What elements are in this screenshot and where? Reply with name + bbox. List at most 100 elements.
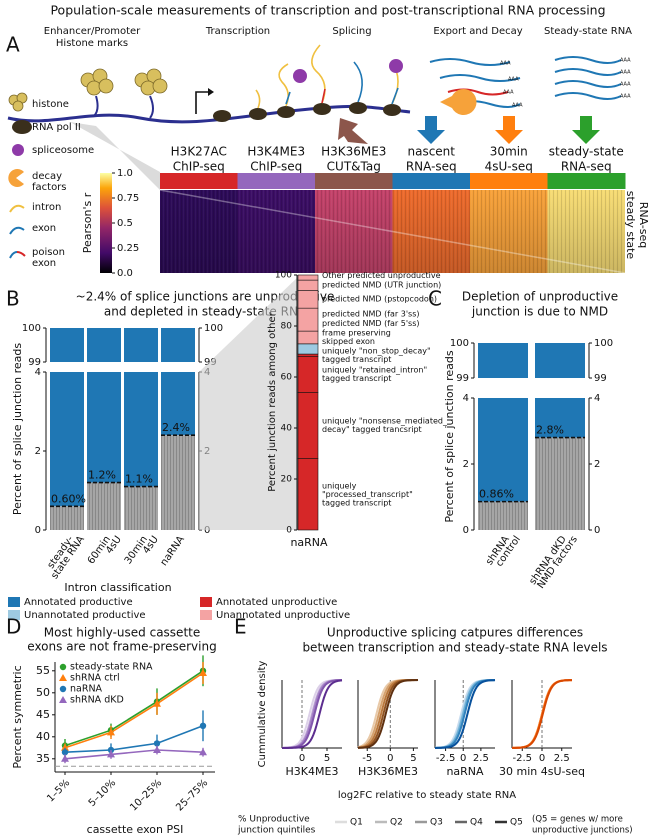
y-axis-label: Percent of splice junction reads (11, 343, 24, 516)
assay-label: steady-state (549, 145, 624, 159)
legend-swatch (8, 610, 20, 620)
segment-label: predicted NMD (pstopcodon) (322, 295, 437, 304)
spliceosome (389, 59, 403, 73)
legend-label: exon (32, 258, 56, 269)
bar-upper (478, 343, 528, 378)
value-label: 2.8% (536, 424, 564, 437)
bar-productive (161, 372, 195, 436)
panel-title: between transcription and steady-state R… (302, 641, 607, 655)
y-tick-label: 50 (36, 686, 50, 699)
assay-strip (547, 173, 626, 189)
assay-strip (315, 173, 393, 189)
y-tick-label: 99 (456, 373, 469, 384)
mrna-decay (429, 56, 622, 108)
panel-letter: D (6, 615, 21, 639)
x-tick-label: 2.5 (473, 753, 489, 764)
colorbar-label: Pearson's r (81, 192, 94, 253)
x-axis-label: log2FC relative to steady state RNA (338, 790, 516, 801)
y-tick-label: 55 (36, 664, 50, 677)
legend-note: (Q5 = genes w/ more (532, 815, 623, 825)
marker (199, 669, 207, 676)
side-label: RNA-seq (637, 202, 650, 249)
legend-marker (59, 685, 67, 693)
cdf-curve (357, 679, 418, 749)
marker (61, 749, 69, 756)
assay-strip (392, 173, 471, 189)
panel-title: exons are not frame-preserving (27, 640, 216, 654)
legend-label: poison (32, 247, 65, 258)
x-tick-label: 25–75% (174, 777, 210, 813)
x-tick-label: -2.5 (436, 753, 456, 764)
bar-unproductive (478, 501, 528, 530)
segment-label: tagged transcript (322, 374, 391, 383)
y-tick-label: 0 (35, 525, 41, 536)
legend-swatch (200, 610, 212, 620)
polya-tail: AAA (620, 82, 631, 88)
legend-swatch (200, 597, 212, 607)
x-tick-label: -2.5 (513, 753, 533, 764)
assay-label: 30min (490, 145, 528, 159)
stack-segment (297, 279, 319, 291)
segment-label: decay" tagged trancsript (322, 425, 422, 434)
panel-letter: C (428, 287, 442, 311)
segment-label: tagged transcript (322, 355, 391, 364)
panel-title: ~2.4% of splice junctions are unproducti… (76, 290, 335, 304)
segment-label: uniquely "non_stop_decay" (322, 347, 431, 356)
series-line (64, 725, 204, 753)
segment-label: uniquely "retained_intron" (322, 366, 427, 375)
plot-label: H3K36ME3 (358, 765, 418, 778)
cdf-curve (435, 679, 496, 749)
stack-segment (297, 330, 319, 345)
x-tick-label: -5 (362, 753, 372, 764)
legend-label: decay (32, 171, 62, 182)
stack-segment (297, 289, 319, 309)
polya-tail: AAA (620, 94, 631, 100)
legend-label: exon (32, 223, 56, 234)
bar-productive (535, 398, 585, 438)
y-tick-label: 40 (36, 730, 50, 743)
assay-label: H3K36ME3 (321, 145, 386, 159)
promoter-arrow (195, 91, 210, 114)
segment-label: skipped exon (322, 337, 375, 346)
segment-label: predicted NMD (far 5'ss) (322, 319, 420, 328)
legend-label: Annotated productive (24, 597, 133, 608)
transcripts (255, 44, 399, 109)
bar-productive (478, 398, 528, 502)
y-tick-label: 99 (28, 357, 41, 368)
y-tick-label: 100 (204, 323, 223, 334)
marker (107, 750, 115, 758)
arrowhead (208, 88, 214, 96)
bar-productive (87, 372, 121, 483)
arrow (338, 118, 368, 144)
spliceosome-icon (12, 144, 24, 156)
pol-ii (12, 102, 401, 134)
panel-title: and depleted in steady-state RNA (104, 305, 307, 319)
legend-marker (59, 663, 67, 671)
y-tick-label: 4 (463, 393, 469, 404)
legend-title: junction quintiles (237, 826, 316, 836)
arrow (572, 116, 600, 144)
y-axis-label: Percent junction reads among other (267, 311, 278, 491)
legend-label: RNA pol II (32, 122, 81, 133)
panel-title: Unproductive splicing catpures differenc… (327, 626, 583, 640)
poison-exon-icon (16, 251, 26, 257)
stack-segment (297, 391, 319, 459)
value-label: 0.60% (51, 492, 86, 505)
y-tick-label: 80 (281, 322, 293, 332)
stack-segment (297, 353, 319, 357)
bar-upper (124, 328, 158, 362)
nucleosomes (8, 68, 168, 112)
side-label: steady state (624, 191, 637, 260)
panel-letter: B (6, 287, 20, 311)
y-tick-label: 20 (281, 475, 293, 485)
y-axis-label: Percent of splice junction reads (443, 350, 456, 523)
value-label: 0.86% (479, 488, 514, 501)
y-tick-label: 40 (281, 424, 293, 434)
legend-label: naRNA (70, 684, 103, 695)
assay-label: 4sU-seq (485, 160, 533, 174)
polya-tail: AAA (512, 103, 523, 109)
y-tick-label: 0 (286, 526, 292, 536)
y-tick-label: 60 (281, 373, 293, 383)
cdf-curve (357, 679, 419, 749)
